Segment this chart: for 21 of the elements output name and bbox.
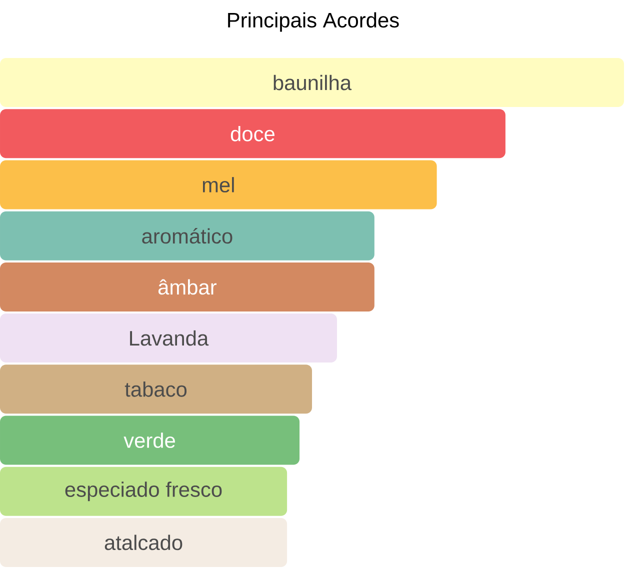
chart-title: Principais Acordes <box>228 12 399 32</box>
y-tick-label: verde <box>124 432 175 448</box>
y-tick-label: tabaco <box>124 381 187 397</box>
bar <box>0 262 374 312</box>
bar <box>0 416 300 465</box>
y-tick-label: atalcado <box>104 534 182 550</box>
y-tick-label: mel <box>202 177 234 192</box>
y-tick-label: Lavanda <box>130 330 209 346</box>
bar <box>0 211 374 260</box>
bar <box>0 109 506 158</box>
y-tick-label: baunilha <box>274 74 352 90</box>
y-tick-label: âmbar <box>158 279 217 295</box>
bar <box>0 58 624 108</box>
bar <box>0 364 312 414</box>
bar <box>0 160 437 210</box>
y-tick-label: aromático <box>142 228 232 244</box>
y-tick-label: doce <box>230 126 274 142</box>
y-tick-label: especiado fresco <box>65 482 222 502</box>
bar <box>0 518 288 567</box>
bar <box>0 466 288 516</box>
bar <box>0 314 337 363</box>
